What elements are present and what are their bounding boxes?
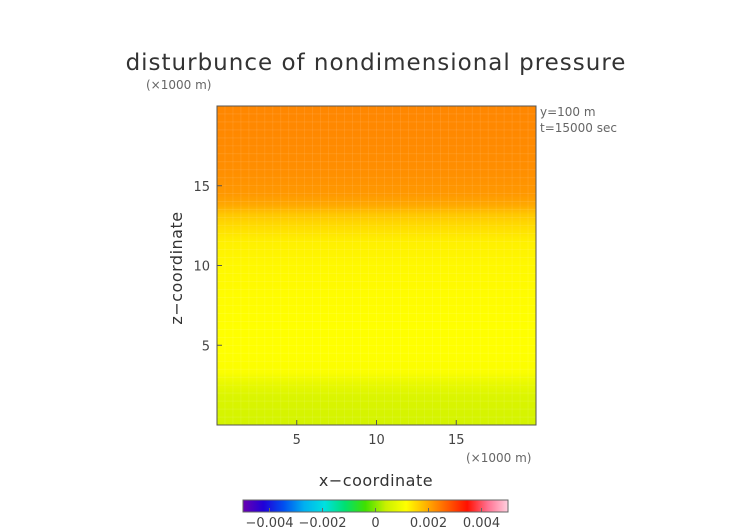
y-tick-label: 15 — [193, 180, 210, 195]
colorbar-ticks: −0.004 −0.002 0 0.002 0.004 — [245, 508, 500, 531]
x-axis: 5 10 15 — [293, 420, 465, 448]
colorbar-tick-label: −0.004 — [245, 516, 293, 531]
annotation-y: y=100 m — [540, 105, 596, 119]
colorbar-tick-label: 0.002 — [410, 516, 447, 531]
y-tick-label: 10 — [193, 260, 210, 275]
x-axis-label: x−coordinate — [319, 471, 433, 490]
colorbar-gradient — [243, 500, 508, 512]
x-tick-label: 10 — [368, 433, 385, 448]
annotation-t: t=15000 sec — [540, 121, 617, 135]
y-axis-label: z−coordinate — [167, 211, 186, 324]
x-tick-label: 15 — [448, 433, 465, 448]
x-scale-label: (×1000 m) — [466, 451, 531, 465]
colorbar-tick-label: −0.002 — [298, 516, 346, 531]
colorbar-tick-label: 0 — [371, 516, 379, 531]
y-tick-label: 5 — [202, 339, 210, 354]
chart-title: disturbunce of nondimensional pressure — [126, 50, 627, 76]
y-axis: 5 10 15 — [193, 180, 222, 354]
x-tick-label: 5 — [293, 433, 301, 448]
colorbar-tick-label: 0.004 — [463, 516, 500, 531]
plot-area — [216, 105, 537, 426]
heatmap-field — [217, 106, 536, 425]
colorbar: −0.004 −0.002 0 0.002 0.004 — [242, 499, 509, 531]
grid-texture — [217, 106, 536, 425]
y-scale-label: (×1000 m) — [146, 78, 211, 92]
